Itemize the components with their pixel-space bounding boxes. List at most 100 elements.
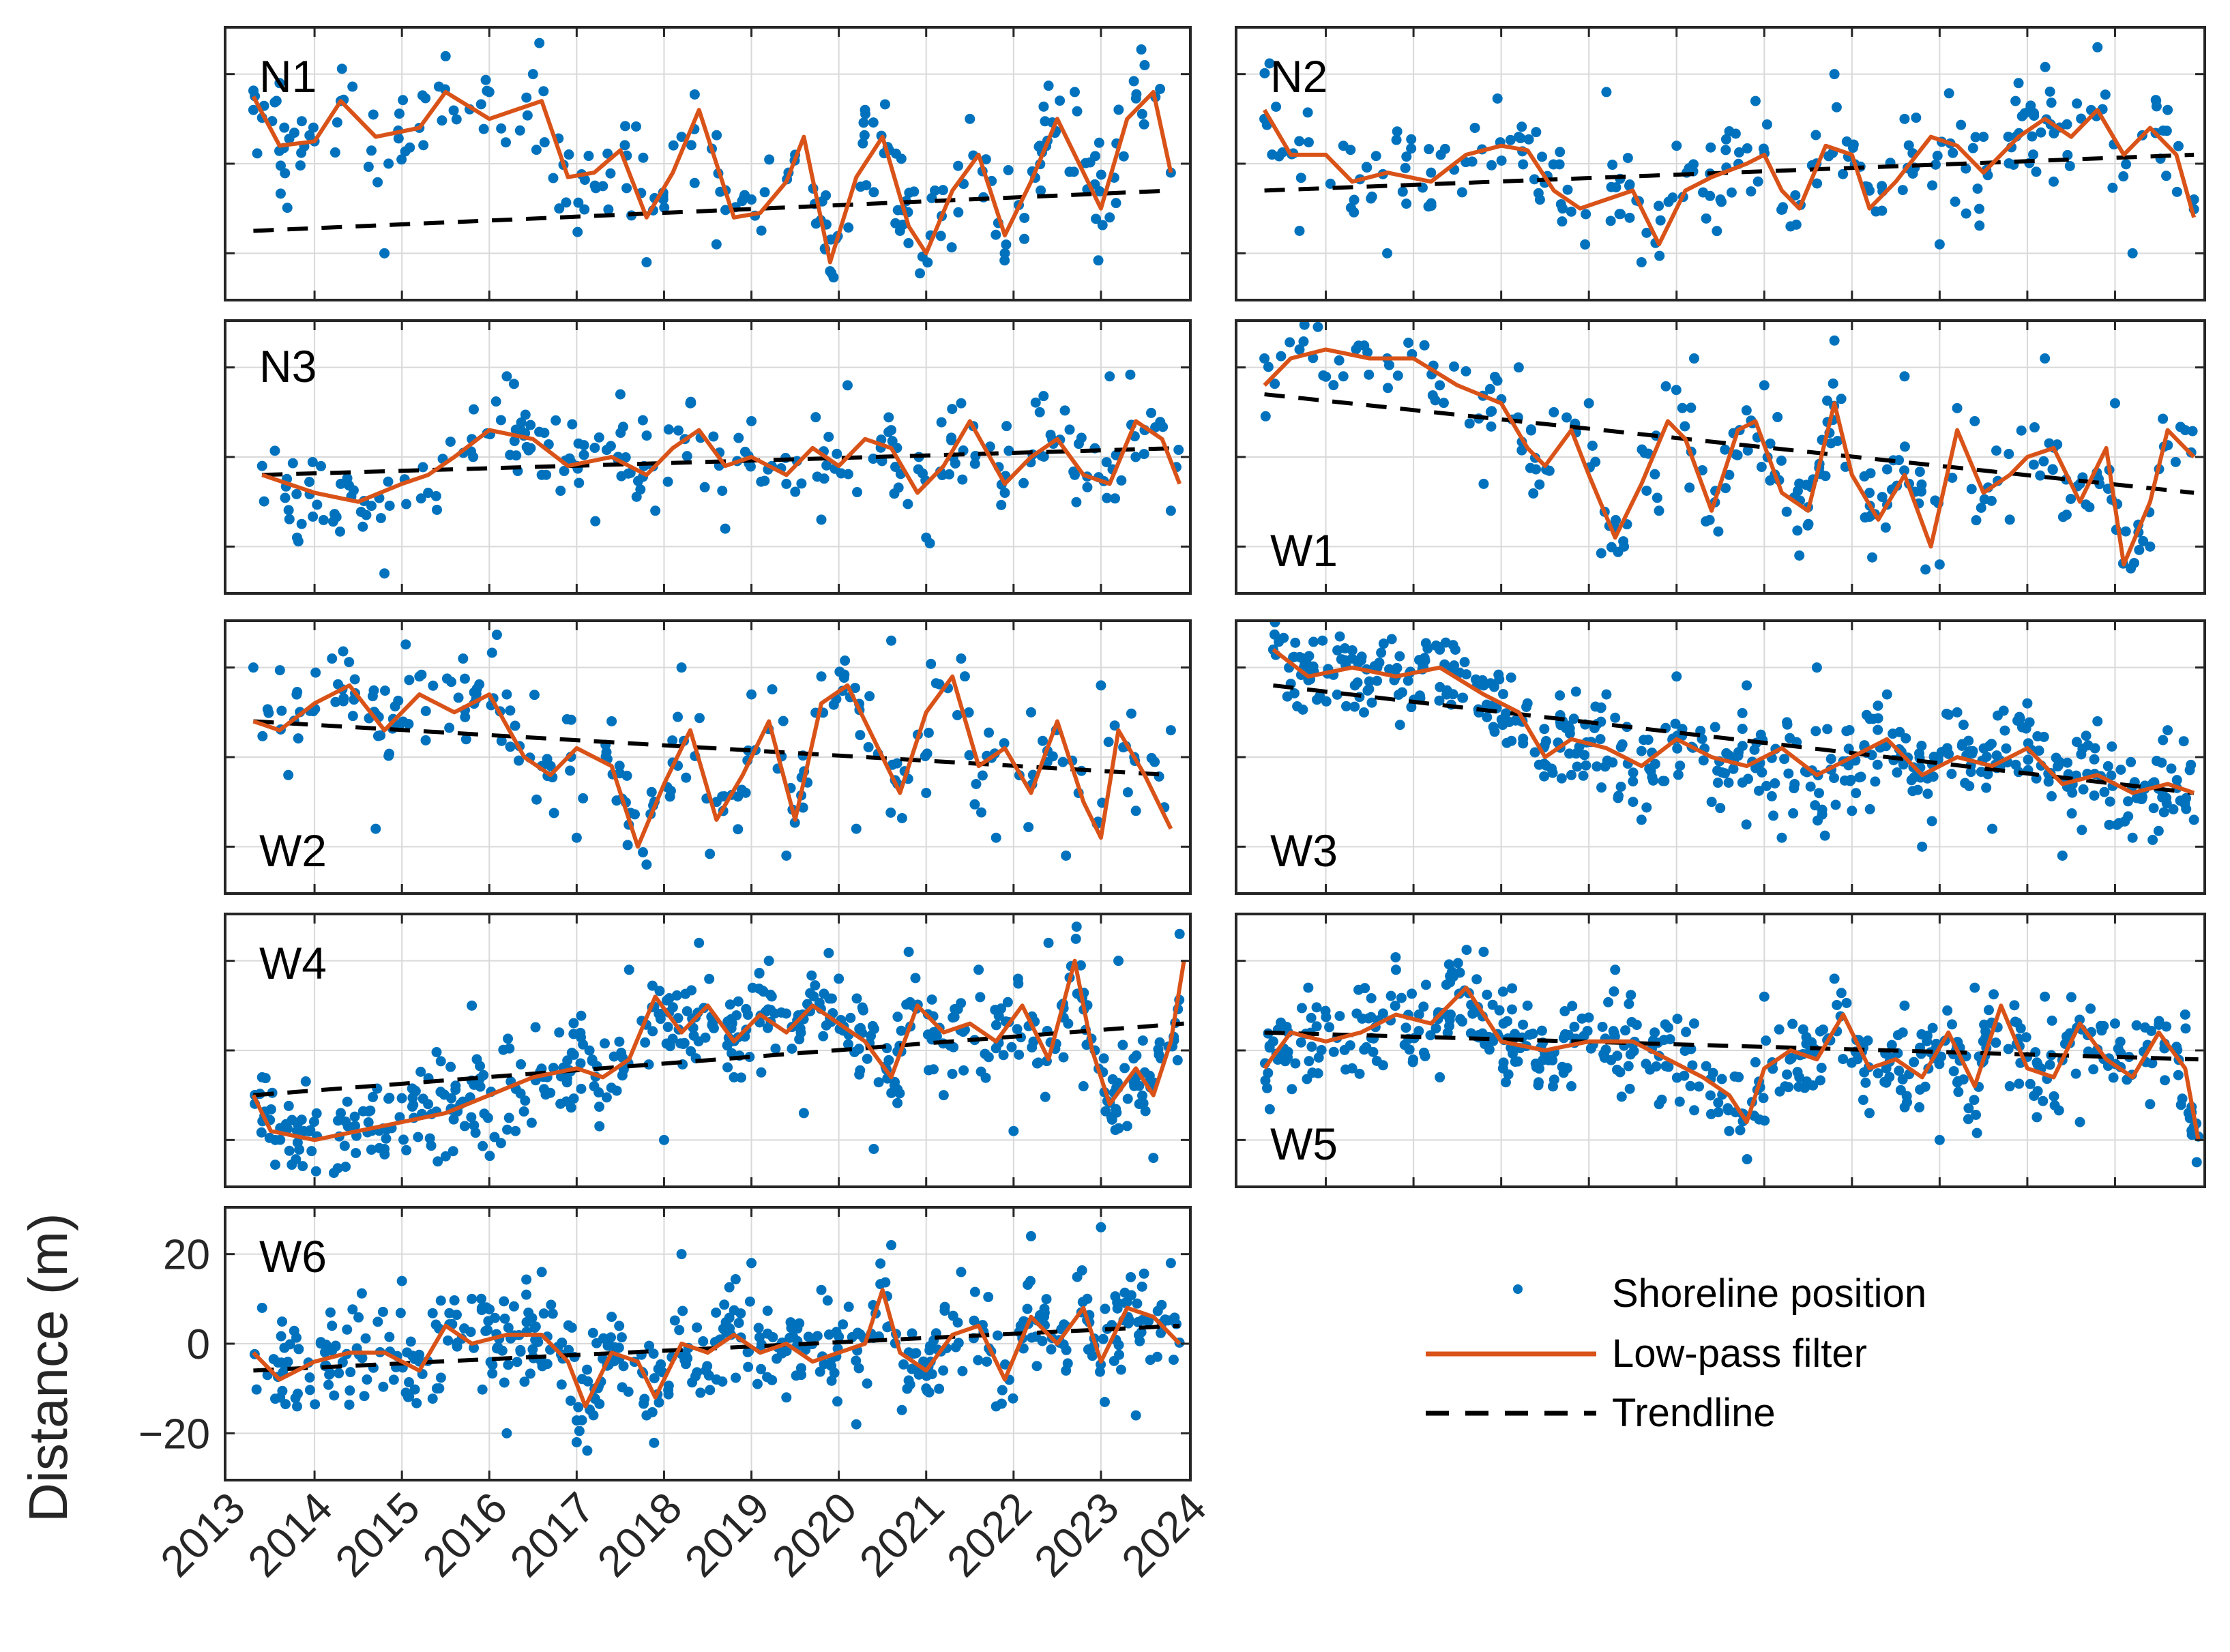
shoreline-point [2015,1023,2026,1034]
shoreline-point [284,1339,295,1350]
shoreline-point [1531,464,1542,475]
panel-w5: W5 [1235,913,2206,1188]
shoreline-point [311,1108,322,1119]
shoreline-point [548,1063,559,1074]
shoreline-point [260,1073,271,1084]
shoreline-point [1969,1095,1980,1106]
shoreline-point [1983,1005,1994,1016]
shoreline-point [1671,141,1682,151]
shoreline-point [1345,145,1356,156]
shoreline-point [1679,421,1690,432]
shoreline-point [1628,797,1639,808]
shoreline-point [1829,773,1840,784]
shoreline-point [993,1010,1004,1021]
shoreline-point [637,847,648,858]
axis-ticks [1236,27,2205,300]
shoreline-point [2147,834,2158,845]
shoreline-point [329,509,340,520]
shoreline-point [1829,69,1840,80]
shoreline-point [991,832,1001,843]
shoreline-point [1390,964,1401,975]
shoreline-point [594,1121,605,1132]
shoreline-point [646,786,657,797]
shoreline-point [1420,655,1431,666]
shoreline-point [2040,991,2051,1002]
shoreline-point [2047,464,2058,475]
shoreline-point [338,646,349,657]
shoreline-point [587,1327,598,1338]
shoreline-point [892,1097,903,1108]
shoreline-point [1822,395,1833,406]
shoreline-point [501,137,512,148]
shoreline-point [956,398,967,409]
shoreline-point [388,1374,399,1385]
shoreline-point [1860,512,1870,523]
shoreline-point [2158,807,2169,818]
shoreline-point [548,808,559,818]
shoreline-point [1590,456,1601,467]
shoreline-point [1103,737,1114,748]
y-tick-label: 20 [163,1232,210,1279]
shoreline-point [466,446,477,457]
shoreline-point [1486,421,1497,432]
shoreline-point [1688,1018,1699,1029]
shoreline-point [1287,1084,1297,1095]
shoreline-point [2096,1020,2107,1031]
shoreline-point [2025,1078,2036,1089]
shoreline-point [784,1332,795,1343]
shoreline-point [381,1133,392,1144]
shoreline-point [1765,438,1776,449]
shoreline-point [530,1321,541,1332]
shoreline-point [1001,239,1012,250]
shoreline-point [279,122,290,133]
shoreline-point [357,1353,368,1363]
shoreline-point [2151,101,2162,112]
shoreline-point [1477,1028,1488,1039]
shoreline-point [776,1007,787,1018]
shoreline-point [450,1080,461,1091]
shoreline-point [674,1325,685,1336]
shoreline-point [613,1342,624,1353]
shoreline-point [1737,741,1748,752]
shoreline-point [689,177,700,188]
shoreline-point [2081,731,2092,741]
shoreline-point [2062,757,2073,768]
shoreline-point [593,1102,604,1112]
shoreline-point [747,982,758,993]
shoreline-point [2013,78,2024,89]
shoreline-point [611,1085,622,1096]
shoreline-point [2168,804,2179,815]
shoreline-point [366,145,377,156]
shoreline-point [350,1121,361,1132]
shoreline-point [1894,1065,1905,1076]
shoreline-point [819,1359,830,1370]
shoreline-point [1815,1026,1825,1037]
shoreline-point [264,1132,275,1143]
shoreline-point [2044,1059,2055,1070]
shoreline-point [1974,203,1984,214]
shoreline-point [1794,550,1805,561]
shoreline-point [366,1145,377,1155]
shoreline-point [724,999,735,1010]
shoreline-point [1061,850,1072,861]
shoreline-point [1811,662,1822,673]
shoreline-point [2034,746,2044,756]
shoreline-point [539,428,550,439]
shoreline-point [579,175,590,186]
shoreline-point [1980,1026,1991,1037]
shoreline-point [1098,1333,1109,1344]
shoreline-point [1768,810,1779,821]
shoreline-point [1489,371,1500,382]
shoreline-point [1942,1005,1953,1016]
shoreline-point [1622,153,1633,164]
shoreline-point [705,849,716,859]
shoreline-point [606,1332,617,1343]
shoreline-point [2032,1086,2043,1097]
shoreline-point [395,1308,406,1318]
shoreline-point [1377,1008,1388,1019]
shoreline-point [1979,494,1990,505]
shoreline-point [293,1344,304,1355]
trendline [1264,1030,2199,1062]
shoreline-point [1742,445,1753,456]
shoreline-point [2161,126,2172,136]
